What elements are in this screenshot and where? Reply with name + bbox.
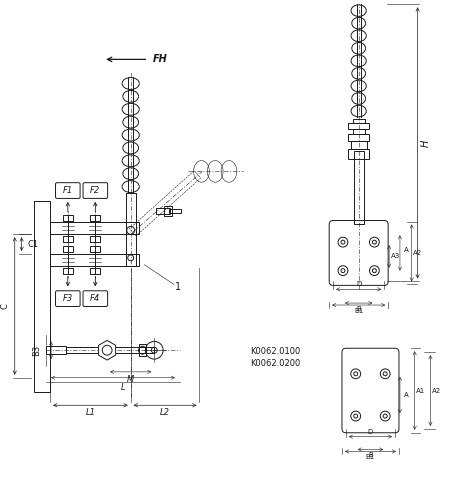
Text: B1: B1 — [354, 308, 363, 314]
Text: L: L — [120, 383, 125, 392]
Text: A1: A1 — [416, 388, 425, 394]
Circle shape — [102, 346, 112, 355]
Text: F4: F4 — [90, 294, 100, 303]
Bar — [63, 236, 73, 242]
Bar — [63, 214, 73, 220]
Text: M: M — [127, 375, 134, 384]
Text: A: A — [404, 247, 408, 253]
Bar — [90, 246, 100, 252]
Bar — [164, 206, 172, 216]
Bar — [63, 246, 73, 252]
Text: H: H — [420, 139, 430, 146]
Text: K0062.0200: K0062.0200 — [250, 358, 301, 368]
Text: K0062.0100: K0062.0100 — [250, 346, 301, 356]
Bar — [348, 149, 369, 158]
Bar — [348, 123, 369, 129]
Text: A2: A2 — [432, 388, 441, 394]
Bar — [353, 120, 365, 123]
Bar — [353, 129, 365, 134]
Text: D: D — [368, 429, 373, 435]
Text: L1: L1 — [85, 408, 95, 416]
Bar — [156, 208, 170, 214]
Text: B3: B3 — [32, 344, 41, 356]
Bar — [348, 134, 369, 141]
FancyBboxPatch shape — [83, 182, 108, 198]
Text: F2: F2 — [90, 186, 100, 195]
Bar — [90, 236, 100, 242]
Text: F1: F1 — [63, 186, 73, 195]
Text: L2: L2 — [160, 408, 170, 416]
Bar — [354, 151, 364, 224]
Text: B1: B1 — [366, 454, 375, 460]
Bar — [66, 348, 154, 353]
Text: 1: 1 — [175, 282, 181, 292]
Bar — [169, 208, 181, 212]
Bar — [46, 346, 66, 354]
Bar — [139, 344, 147, 356]
Bar — [50, 222, 139, 234]
Bar — [129, 170, 201, 236]
Text: F3: F3 — [63, 294, 73, 303]
Text: A2: A2 — [413, 250, 422, 256]
Text: C: C — [1, 303, 10, 309]
Text: A: A — [405, 392, 409, 398]
FancyBboxPatch shape — [56, 291, 80, 306]
Text: A3: A3 — [391, 254, 401, 260]
FancyBboxPatch shape — [342, 348, 399, 433]
FancyBboxPatch shape — [83, 291, 108, 306]
Text: C1: C1 — [28, 240, 39, 248]
FancyBboxPatch shape — [329, 220, 388, 286]
Bar — [90, 268, 100, 274]
Bar — [90, 214, 100, 220]
FancyBboxPatch shape — [56, 182, 80, 198]
Bar — [34, 201, 50, 392]
Bar — [126, 193, 136, 266]
Bar — [63, 268, 73, 274]
Text: B: B — [368, 452, 373, 458]
Polygon shape — [99, 340, 116, 360]
Text: D: D — [356, 282, 361, 288]
Text: FH: FH — [153, 54, 168, 64]
Bar — [50, 254, 139, 266]
Bar — [351, 141, 367, 149]
Text: B: B — [357, 306, 361, 312]
